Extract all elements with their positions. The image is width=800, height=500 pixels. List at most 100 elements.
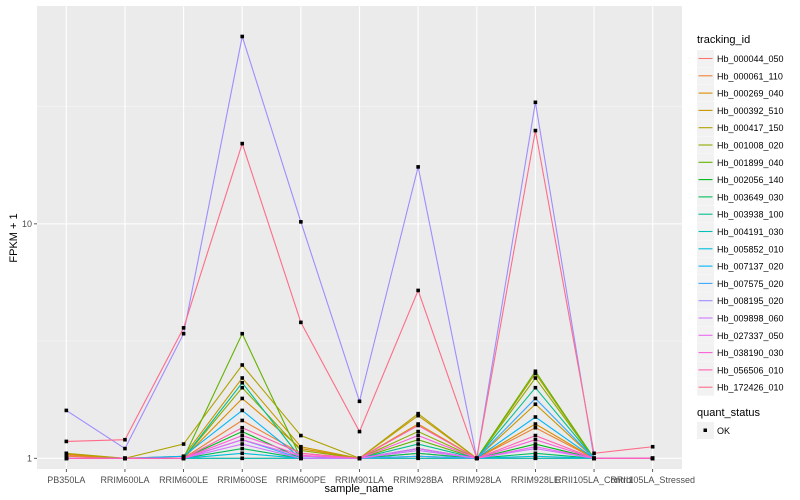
data-point	[299, 433, 303, 438]
y-tick-label: 1	[27, 453, 32, 463]
data-point	[533, 371, 538, 376]
legend-label: Hb_038190_030	[717, 348, 784, 358]
legend-label: Hb_005852_010	[717, 244, 784, 254]
data-point	[181, 326, 186, 330]
legend-shape-label: OK	[717, 426, 730, 436]
data-point	[240, 34, 245, 39]
data-point	[357, 429, 362, 434]
data-point	[533, 433, 538, 438]
data-point	[416, 446, 420, 451]
data-point	[240, 380, 245, 385]
data-point	[123, 446, 127, 451]
x-tick-label: RRIM600LA	[100, 475, 149, 485]
data-point	[299, 451, 303, 456]
data-point	[533, 128, 538, 133]
legend-label: Hb_003938_100	[717, 210, 784, 220]
data-point	[240, 385, 245, 390]
legend-label: Hb_056506_010	[717, 365, 784, 375]
x-axis-title: sample_name	[324, 483, 393, 495]
legend-label: Hb_007137_020	[717, 262, 784, 272]
data-point	[299, 320, 303, 325]
data-point	[533, 415, 538, 419]
data-point	[416, 411, 420, 416]
data-point	[240, 446, 245, 451]
data-point	[240, 331, 245, 336]
data-point	[533, 402, 538, 407]
data-point	[64, 451, 69, 456]
data-point	[181, 454, 186, 459]
data-point	[533, 100, 538, 105]
data-point	[64, 439, 69, 444]
data-point	[416, 451, 420, 456]
data-point	[416, 442, 420, 446]
data-point	[123, 456, 127, 461]
data-point	[240, 396, 245, 401]
data-point	[240, 408, 245, 413]
y-tick-label: 10	[22, 219, 32, 229]
data-point	[533, 376, 538, 380]
legend-label: Hb_000417_150	[717, 123, 784, 133]
legend-label: Hb_000044_050	[717, 54, 784, 64]
data-point	[240, 425, 245, 430]
data-point	[533, 454, 538, 459]
legend-label: Hb_008195_020	[717, 296, 784, 306]
x-tick-label: RRIM901LA	[335, 475, 384, 485]
x-tick-label: RRIM928BA	[393, 475, 443, 485]
legend-label: Hb_001008_020	[717, 141, 784, 151]
data-point	[533, 369, 538, 374]
x-tick-label: RRIM600SE	[217, 475, 267, 485]
data-point	[299, 220, 303, 224]
data-point	[299, 453, 303, 458]
x-tick-label: PB350LA	[47, 475, 85, 485]
x-tick-label: RRIM928LA	[452, 475, 501, 485]
legend-title: tracking_id	[697, 34, 750, 46]
data-point	[181, 442, 186, 446]
data-point	[181, 456, 186, 461]
legend-shape-title: quant_status	[697, 407, 760, 419]
data-point	[416, 448, 420, 453]
data-point	[592, 456, 596, 461]
data-point	[416, 423, 420, 428]
legend-label: Hb_001899_040	[717, 158, 784, 168]
data-point	[357, 399, 362, 404]
data-point	[64, 456, 69, 461]
data-point	[240, 451, 245, 456]
data-point	[416, 165, 420, 169]
data-point	[474, 456, 479, 461]
data-point	[533, 442, 538, 446]
legend-label: Hb_002056_140	[717, 175, 784, 185]
data-point	[299, 448, 303, 453]
legend-label: Hb_000269_040	[717, 89, 784, 99]
data-point	[240, 429, 245, 434]
data-point	[64, 454, 69, 459]
data-point	[533, 437, 538, 442]
data-point	[416, 413, 420, 418]
data-point	[299, 456, 303, 461]
data-points	[64, 34, 655, 461]
data-point	[533, 396, 538, 401]
legend-label: Hb_007575_020	[717, 279, 784, 289]
x-tick-label: RRIM600LE	[159, 475, 208, 485]
data-point	[533, 425, 538, 430]
legend-label: Hb_027337_050	[717, 331, 784, 341]
data-point	[650, 444, 655, 449]
data-point	[240, 456, 245, 461]
data-point	[240, 141, 245, 146]
data-point	[416, 288, 420, 293]
data-point	[357, 456, 362, 461]
data-point	[416, 429, 420, 434]
data-point	[416, 456, 420, 461]
data-point	[240, 418, 245, 423]
data-point	[533, 451, 538, 456]
y-axis: 1 10	[22, 219, 37, 463]
legend-label: Hb_009898_060	[717, 314, 784, 324]
data-point	[299, 446, 303, 451]
x-tick-label: RRII105LA_Stressed	[610, 475, 695, 485]
data-point	[64, 408, 69, 413]
legend-label: Hb_000392_510	[717, 106, 784, 116]
data-point	[416, 433, 420, 438]
legend-items: Hb_000044_050 Hb_000061_110 Hb_000269_040 H…	[697, 50, 784, 396]
data-point	[240, 376, 245, 380]
data-point	[650, 456, 655, 461]
y-axis-title: FPKM + 1	[8, 213, 20, 262]
